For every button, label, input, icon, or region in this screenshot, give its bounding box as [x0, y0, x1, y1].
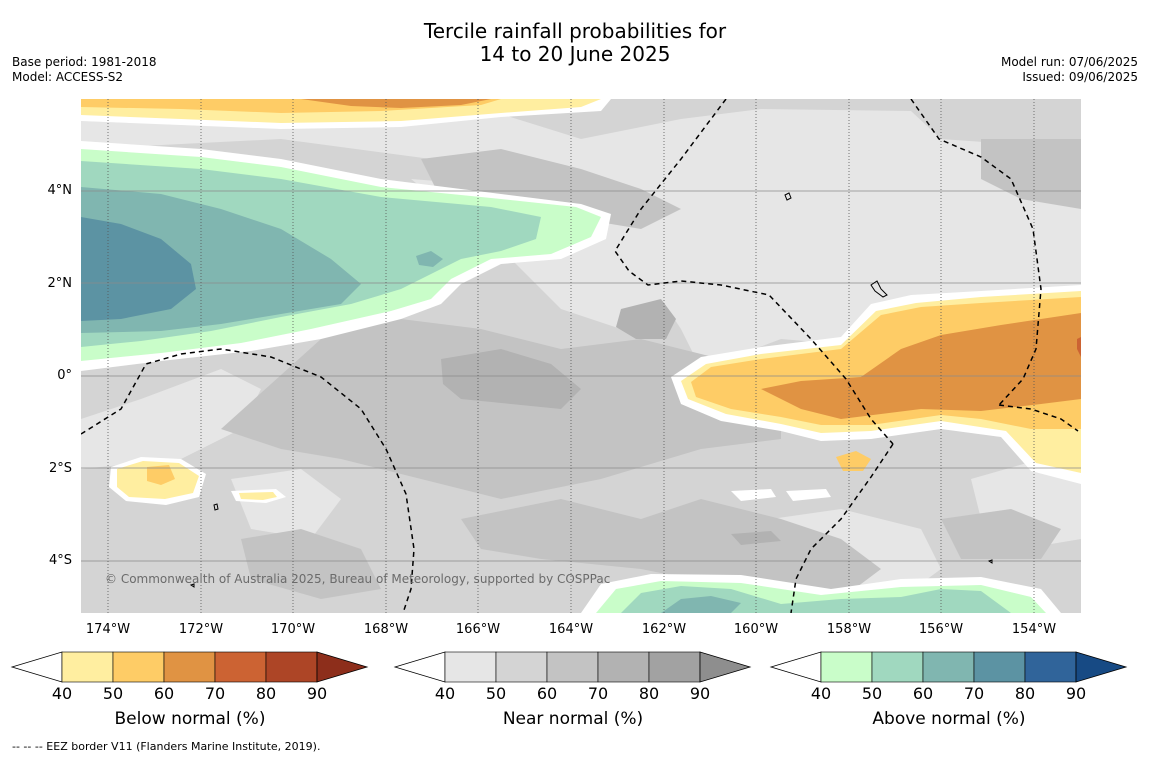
- near-normal-medium-zones: [221, 139, 1081, 599]
- colorbar-tick-label: 70: [587, 684, 609, 703]
- colorbar-segment: [648, 651, 701, 683]
- colorbar-segment: [597, 651, 650, 683]
- colorbar-tick-label: 80: [1014, 684, 1036, 703]
- meta-right: Model run: 07/06/2025 Issued: 09/06/2025: [1001, 55, 1138, 85]
- lat-label: 2°S: [48, 461, 72, 476]
- base-period-text: Base period: 1981-2018: [12, 55, 157, 69]
- colorbar-segment: [495, 651, 548, 683]
- colorbar-segment: [214, 651, 267, 683]
- title-line-2: 14 to 20 June 2025: [479, 42, 671, 66]
- colorbar-segment: [973, 651, 1026, 683]
- lon-label: 172°W: [178, 622, 224, 637]
- colorbar-segment: [265, 651, 318, 683]
- colorbar-segment: [546, 651, 599, 683]
- colorbar-segment: [61, 651, 114, 683]
- colorbar-high-extension: [699, 651, 752, 683]
- colorbar-title-near-normal: Near normal (%): [502, 709, 644, 729]
- colorbar-low-extension: [10, 651, 63, 683]
- probability-map: [81, 99, 1081, 613]
- colorbar-tick-label: 50: [485, 684, 507, 703]
- model-text: Model: ACCESS-S2: [12, 70, 124, 84]
- below-normal-east: [671, 285, 1081, 484]
- colorbar-tick-label: 80: [255, 684, 277, 703]
- lon-label: 158°W: [826, 622, 872, 637]
- near-normal-dark-zones: [441, 299, 975, 545]
- eez-footnote: -- -- -- EEZ border V11 (Flanders Marine…: [12, 740, 321, 753]
- colorbar-segment: [820, 651, 873, 683]
- colorbar-below-normal: [10, 651, 369, 683]
- colorbar-segment: [922, 651, 975, 683]
- colorbar-segment: [444, 651, 497, 683]
- colorbar-tick-label: 40: [810, 684, 832, 703]
- issued-text: Issued: 09/06/2025: [1022, 70, 1138, 84]
- lon-label: 160°W: [733, 622, 779, 637]
- colorbar-tick-label: 70: [204, 684, 226, 703]
- colorbar-tick-label: 60: [536, 684, 558, 703]
- chart-title: Tercile rainfall probabilities for 14 to…: [0, 20, 1150, 66]
- colorbar-tick-label: 60: [153, 684, 175, 703]
- meta-left: Base period: 1981-2018 Model: ACCESS-S2: [12, 55, 157, 85]
- colorbar-high-extension: [316, 651, 369, 683]
- colorbar-tick-label: 40: [51, 684, 73, 703]
- lon-label: 170°W: [270, 622, 316, 637]
- colorbar-segment: [112, 651, 165, 683]
- colorbar-tick-label: 40: [434, 684, 456, 703]
- colorbar-tick-label: 50: [102, 684, 124, 703]
- colorbar-low-extension: [393, 651, 446, 683]
- eez-borders: [81, 99, 1079, 613]
- copyright-notice: © Commonwealth of Australia 2025, Bureau…: [105, 572, 611, 586]
- colorbar-low-extension: [769, 651, 822, 683]
- lon-label: 166°W: [455, 622, 501, 637]
- title-line-1: Tercile rainfall probabilities for: [423, 19, 727, 43]
- colorbar-tick-label: 90: [1065, 684, 1087, 703]
- colorbar-segment: [1024, 651, 1077, 683]
- latitude-gridlines: [81, 190, 1081, 562]
- colorbar-title-below-normal: Below normal (%): [114, 709, 266, 729]
- islands: [189, 192, 993, 588]
- colorbar-near-normal: [393, 651, 752, 683]
- colorbar-tick-label: 70: [963, 684, 985, 703]
- colorbar-title-above-normal: Above normal (%): [872, 709, 1026, 729]
- lon-label: 164°W: [548, 622, 594, 637]
- lat-label: 2°N: [47, 276, 73, 291]
- lon-label: 154°W: [1011, 622, 1057, 637]
- colorbar-tick-label: 60: [912, 684, 934, 703]
- colorbar-high-extension: [1075, 651, 1128, 683]
- lon-label: 156°W: [918, 622, 964, 637]
- colorbar-tick-label: 90: [306, 684, 328, 703]
- colorbar-segment: [163, 651, 216, 683]
- colorbar-segment: [871, 651, 924, 683]
- model-run-text: Model run: 07/06/2025: [1000, 55, 1138, 69]
- colorbar-tick-label: 90: [689, 684, 711, 703]
- lat-label: 0°: [57, 368, 72, 383]
- lat-label: 4°S: [48, 553, 72, 568]
- colorbar-tick-label: 80: [638, 684, 660, 703]
- lat-label: 4°N: [47, 183, 73, 198]
- colorbar-above-normal: [769, 651, 1128, 683]
- below-normal-southwest: [109, 457, 831, 505]
- colorbar-tick-label: 50: [861, 684, 883, 703]
- lon-label: 168°W: [363, 622, 409, 637]
- above-normal-west: [81, 141, 611, 371]
- lon-label: 162°W: [641, 622, 687, 637]
- lon-label: 174°W: [85, 622, 131, 637]
- below-normal-north: [81, 99, 611, 129]
